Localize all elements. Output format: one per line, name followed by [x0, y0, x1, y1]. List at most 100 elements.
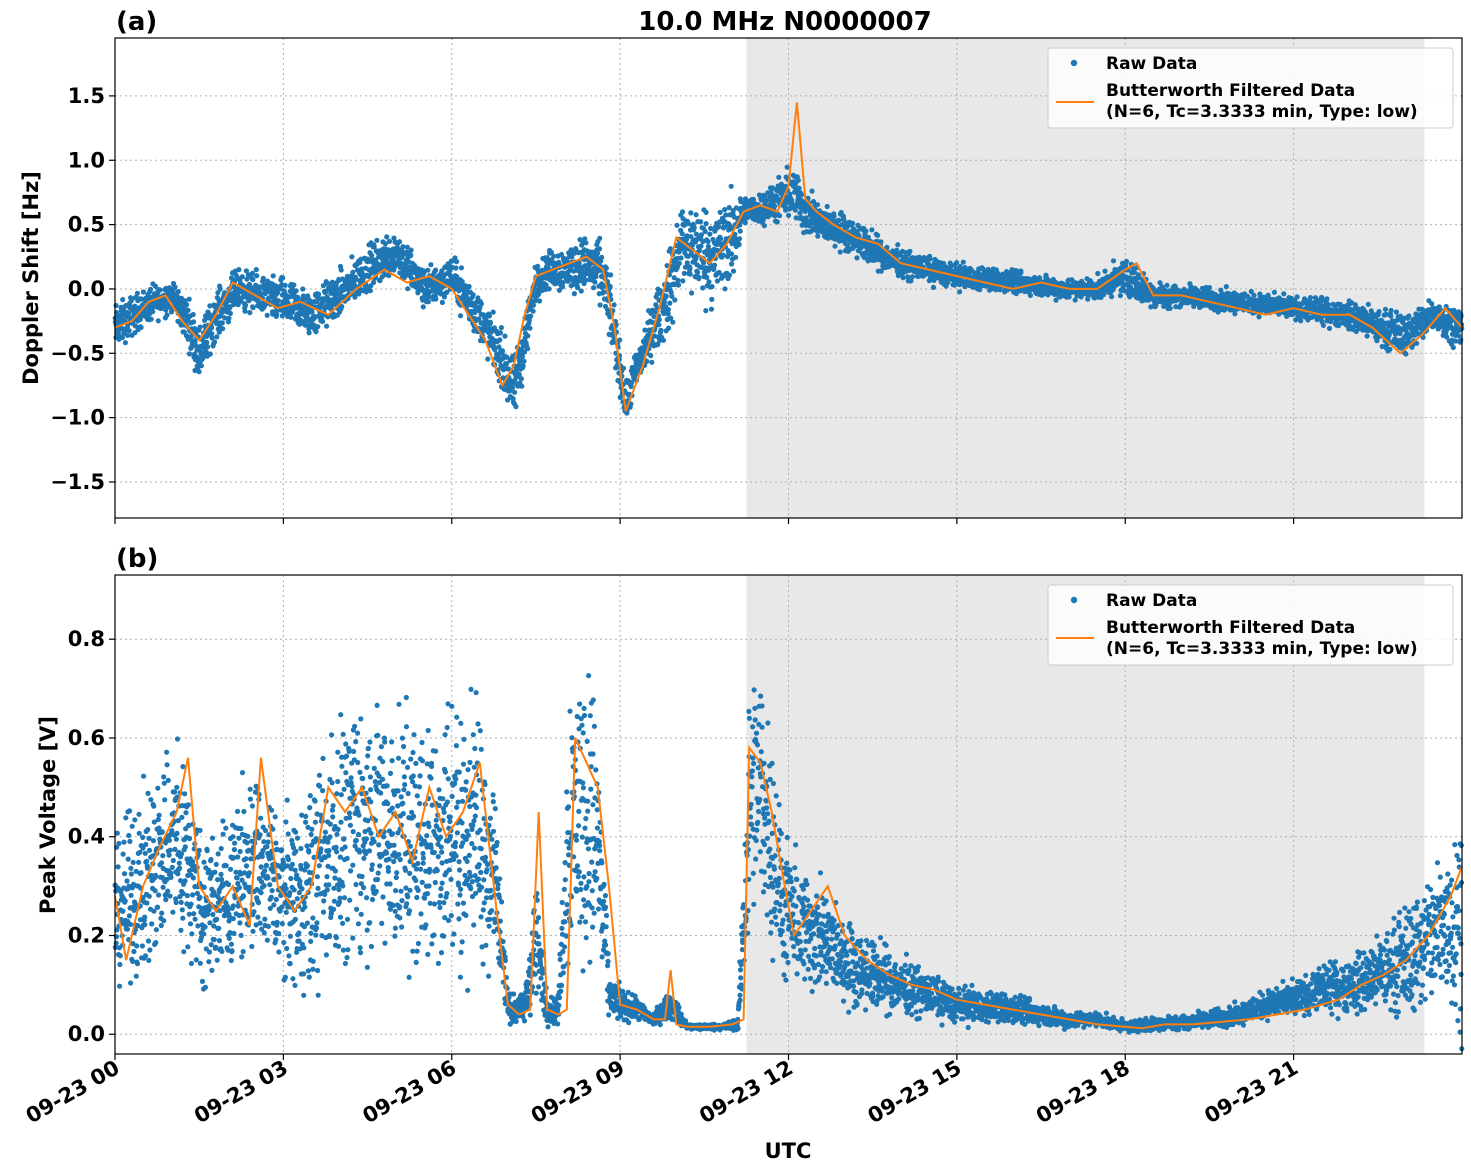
- panel-a-raw-point: [192, 326, 198, 332]
- panel-a-raw-point: [895, 242, 901, 248]
- panel-a-raw-point: [709, 284, 715, 290]
- panel-a-raw-point: [227, 310, 233, 316]
- panel-a-raw-point: [1123, 258, 1130, 265]
- panel-a-raw-point: [370, 279, 377, 286]
- panel-a-raw-point: [486, 313, 492, 319]
- panel-a-raw-point: [244, 276, 250, 282]
- panel-a-raw-point: [795, 177, 801, 183]
- panel-a-raw-point: [227, 304, 233, 310]
- panel-a-raw-point: [322, 290, 328, 296]
- panel-a-raw-point: [384, 259, 391, 265]
- panel-a-raw-point: [487, 319, 494, 325]
- panel-a-raw-point: [433, 267, 439, 273]
- panel-a-raw-point: [698, 219, 704, 225]
- panel-a-raw-point: [275, 298, 281, 304]
- panel-a-raw-point: [190, 311, 196, 318]
- panel-a-raw-point: [396, 239, 403, 245]
- panel-a-raw-point: [546, 286, 552, 292]
- panel-a-raw-point: [304, 311, 310, 317]
- panel-a-raw-point: [722, 207, 728, 213]
- panel-a-raw-point: [708, 306, 715, 312]
- panel-a-raw-point: [377, 278, 383, 284]
- panel-a-raw-point: [458, 265, 464, 271]
- panel-a-raw-point: [1232, 311, 1238, 317]
- panel-a-raw-point: [578, 288, 584, 294]
- panel-a-raw-point: [869, 227, 875, 233]
- panel-a-raw-point: [242, 308, 248, 314]
- panel-a-raw-point: [717, 209, 723, 215]
- panel-a-raw-point: [191, 319, 197, 325]
- panel-a-raw-point: [530, 308, 536, 314]
- panel-a-raw-point: [774, 219, 780, 225]
- panel-a-raw-point: [957, 289, 963, 295]
- panel-a-raw-point: [1382, 306, 1389, 312]
- panel-a-raw-point: [837, 249, 843, 255]
- panel-a-raw-point: [163, 307, 169, 313]
- panel-a-raw-point: [737, 228, 743, 234]
- panel-a-raw-point: [675, 277, 681, 283]
- panel-a-raw-point: [909, 274, 915, 280]
- panel-a-raw-point: [815, 233, 821, 239]
- panel-a-raw-point: [702, 228, 708, 235]
- panel-a-raw-point: [428, 262, 434, 268]
- panel-a-raw-point: [832, 243, 838, 249]
- panel-a-raw-point: [658, 327, 664, 333]
- panel-a-raw-point: [678, 255, 684, 261]
- panel-a-raw-point: [1095, 270, 1101, 277]
- panel-a-raw-point: [761, 223, 767, 229]
- panel-a-raw-point: [140, 289, 146, 295]
- panel-a-raw-point: [707, 231, 713, 237]
- panel-a-raw-point: [122, 318, 128, 324]
- panel-a-raw-point: [433, 296, 439, 302]
- panel-a-raw-point: [1393, 309, 1399, 315]
- panel-a-raw-point: [253, 267, 259, 273]
- panel-a-raw-point: [796, 185, 802, 191]
- panel-a-raw-point: [291, 282, 297, 288]
- panel-a-raw-point: [663, 293, 669, 299]
- panel-a-raw-point: [453, 265, 459, 271]
- panel-a-raw-point: [222, 315, 228, 321]
- panel-a-raw-point: [247, 310, 253, 316]
- panel-a-raw-point: [186, 351, 193, 357]
- panel-a-raw-point: [709, 296, 715, 302]
- panel-a-raw-point: [324, 323, 330, 329]
- panel-a-raw-point: [536, 298, 543, 304]
- panel-a-raw-point: [217, 286, 223, 292]
- panel-a-raw-point: [521, 358, 527, 364]
- panel-a-raw-point: [325, 281, 331, 287]
- panel-a-raw-point: [1117, 293, 1123, 299]
- panel-a-raw-point: [209, 331, 215, 337]
- panel-a-raw-point: [703, 221, 709, 227]
- panel-a-raw-point: [470, 292, 476, 298]
- panel-a-raw-point: [728, 251, 735, 257]
- panel-a-raw-point: [1109, 294, 1115, 300]
- panel-a-raw-point: [535, 263, 541, 269]
- panel-a-raw-point: [687, 271, 693, 277]
- panel-a-raw-point: [511, 389, 518, 395]
- panel-a-raw-point: [313, 329, 319, 335]
- panel-a-raw-point: [1206, 285, 1213, 291]
- panel-a-raw-point: [706, 279, 712, 285]
- panel-a-raw-point: [1256, 314, 1262, 320]
- panel-a-raw-point: [863, 228, 869, 234]
- panel-a-raw-point: [206, 311, 212, 317]
- panel-a-raw-point: [592, 279, 598, 285]
- panel-a-raw-point: [854, 255, 860, 261]
- panel-a-raw-point: [1167, 305, 1173, 311]
- panel-a-raw-point: [675, 282, 682, 288]
- panel-a-raw-point: [786, 212, 792, 218]
- panel-a-raw-point: [216, 329, 222, 335]
- panel-a-raw-point: [700, 285, 706, 291]
- panel-a-raw-point: [1388, 307, 1394, 314]
- panel-a-raw-point: [306, 330, 312, 336]
- panel-a-raw-point: [1102, 268, 1108, 274]
- panel-a-raw-point: [519, 353, 526, 360]
- panel-a-raw-point: [900, 275, 906, 281]
- panel-a-raw-point: [672, 297, 678, 303]
- panel-a-raw-point: [1387, 346, 1393, 352]
- panel-a-raw-point: [726, 272, 733, 278]
- panel-a-raw-point: [236, 267, 242, 273]
- panel-a-raw-point: [680, 278, 686, 284]
- panel-a-raw-point: [312, 313, 318, 320]
- panel-a-raw-point: [499, 348, 506, 354]
